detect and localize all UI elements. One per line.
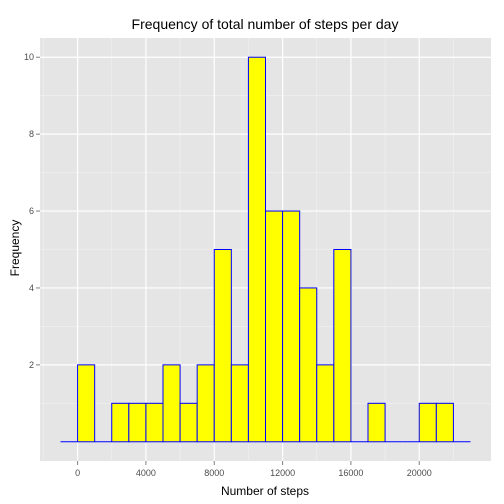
histogram-bar (367, 402, 386, 443)
histogram-bar (111, 402, 130, 443)
chart-title: Frequency of total number of steps per d… (132, 16, 399, 32)
histogram-bar (230, 364, 249, 443)
y-tick-label: 4 (29, 283, 34, 293)
y-tick-label: 2 (29, 360, 34, 370)
x-tick-label: 4000 (136, 468, 156, 478)
histogram-bar (145, 402, 164, 443)
histogram-bar (213, 249, 232, 443)
x-axis-title: Number of steps (221, 484, 309, 498)
histogram-bar (128, 402, 147, 443)
histogram-bar (299, 287, 318, 443)
y-tick-label: 8 (29, 129, 34, 139)
x-tick-label: 0 (75, 468, 80, 478)
y-tick-label: 10 (24, 52, 34, 62)
histogram-bars (60, 56, 471, 443)
y-axis-ticks: 2 4 6 8 10 (24, 52, 40, 370)
x-tick-label: 20000 (407, 468, 432, 478)
y-tick-label: 6 (29, 206, 34, 216)
histogram-bar (316, 364, 335, 443)
histogram-bar (282, 210, 301, 443)
histogram-bar (247, 56, 267, 443)
histogram-bar (265, 210, 284, 443)
x-tick-label: 8000 (204, 468, 224, 478)
histogram-bar (435, 402, 454, 443)
histogram-bar (179, 402, 198, 443)
histogram-bar (196, 364, 215, 443)
histogram-bar (333, 249, 352, 443)
x-tick-label: 16000 (338, 468, 363, 478)
y-axis-title: Frequency (8, 220, 22, 277)
x-axis-ticks: 0 4000 8000 12000 16000 20000 (75, 461, 432, 478)
histogram-bar (77, 364, 96, 443)
histogram-bar (162, 364, 181, 443)
x-tick-label: 12000 (270, 468, 295, 478)
histogram-bar (418, 402, 437, 443)
